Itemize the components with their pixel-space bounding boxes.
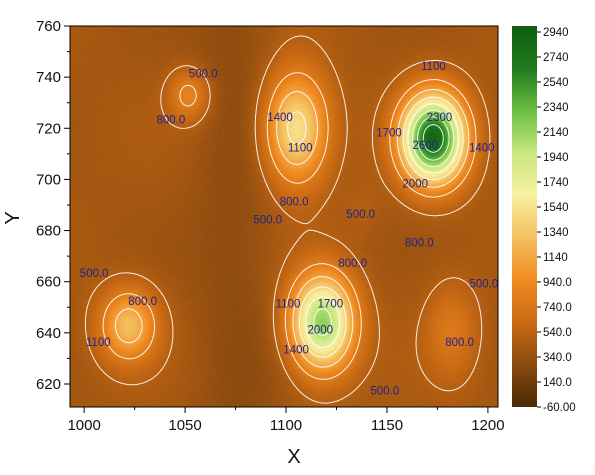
x-tick-label: 1100 bbox=[270, 417, 302, 434]
y-tick-label: 700 bbox=[36, 171, 61, 188]
x-axis: 1000 1050 1100 1150 1200 bbox=[67, 407, 505, 434]
contour-label: 1400 bbox=[267, 112, 293, 124]
contour-lines bbox=[84, 35, 491, 404]
contour-label: 1100 bbox=[86, 337, 111, 349]
contour-label: 1700 bbox=[318, 299, 344, 311]
contour-label: 500.0 bbox=[80, 268, 109, 280]
contour-labels: 500.0 800.0 1400 1100 800.0 500.0 500.0 800.0 11… bbox=[80, 61, 498, 398]
colorbar-tick-label: 140.0 bbox=[543, 377, 572, 389]
colorbar-tick-label: 1740 bbox=[543, 177, 569, 189]
x-tick-label: 1200 bbox=[471, 417, 504, 434]
colorbar-tick-label: 1540 bbox=[543, 202, 569, 214]
heatmap-image bbox=[70, 26, 498, 407]
contour-line-1100 bbox=[114, 89, 470, 368]
y-tick-label: 740 bbox=[36, 69, 61, 86]
x-tick-label: 1000 bbox=[67, 417, 100, 434]
colorbar-tick-label: 2140 bbox=[543, 127, 569, 139]
contour-label: 2600 bbox=[413, 140, 439, 152]
contour-line-1700 bbox=[305, 103, 459, 348]
contour-label: 800.0 bbox=[338, 258, 367, 270]
contour-label: 2000 bbox=[402, 179, 428, 191]
colorbar-ticks: 2940 2740 2540 2340 2140 1940 1740 1540 1340 1140… bbox=[537, 27, 576, 414]
contour-label: 800.0 bbox=[445, 337, 474, 349]
y-tick-label: 660 bbox=[36, 274, 61, 291]
y-tick-label: 620 bbox=[36, 376, 61, 393]
contour-label: 500.0 bbox=[470, 278, 499, 290]
contour-line-800 bbox=[102, 72, 477, 380]
contour-label: 1100 bbox=[288, 143, 313, 155]
contour-line-2300 bbox=[417, 116, 450, 161]
colorbar-tick-label: 2540 bbox=[543, 77, 569, 89]
contour-label: 500.0 bbox=[189, 69, 218, 81]
contour-label: 800.0 bbox=[157, 115, 186, 127]
contour-label: 500.0 bbox=[346, 209, 375, 221]
contour-label: 500.0 bbox=[253, 214, 282, 226]
colorbar-tick-label: 940.0 bbox=[543, 277, 572, 289]
colorbar: 2940 2740 2540 2340 2140 1940 1740 1540 1340 1140… bbox=[512, 26, 576, 414]
contour-label: 2000 bbox=[308, 324, 334, 336]
colorbar-tick-label: 540.0 bbox=[543, 327, 572, 339]
x-tick-label: 1150 bbox=[371, 417, 403, 434]
colorbar-tick-label: 2940 bbox=[543, 27, 569, 39]
contour-line-500 bbox=[84, 35, 491, 404]
y-axis: 620 640 660 680 700 720 740 760 bbox=[36, 18, 70, 393]
colorbar-scale bbox=[512, 26, 537, 407]
y-axis-title: Y bbox=[2, 211, 24, 224]
contour-line-1400 bbox=[287, 96, 464, 358]
y-tick-label: 640 bbox=[36, 325, 61, 342]
contour-label: 2300 bbox=[427, 112, 453, 124]
contour-label: 1700 bbox=[376, 127, 402, 139]
plot-frame bbox=[69, 25, 499, 408]
y-tick-label: 680 bbox=[36, 223, 61, 240]
contour-line-2600 bbox=[422, 124, 444, 153]
y-tick-label: 720 bbox=[36, 120, 61, 137]
colorbar-tick-label: 1340 bbox=[543, 227, 569, 239]
contour-label: 1400 bbox=[469, 143, 495, 155]
contour-label: 800.0 bbox=[405, 237, 434, 249]
contour-label: 1100 bbox=[421, 61, 446, 73]
colorbar-tick-label: 2740 bbox=[543, 52, 569, 64]
contour-label: 500.0 bbox=[371, 386, 400, 398]
plot-area: 500.0 800.0 1400 1100 800.0 500.0 500.0 800.0 11… bbox=[69, 25, 499, 408]
x-tick-label: 1050 bbox=[168, 417, 201, 434]
contour-label: 1100 bbox=[276, 299, 301, 311]
colorbar-tick-label: -60.00 bbox=[543, 402, 576, 414]
colorbar-tick-label: 1140 bbox=[543, 252, 568, 264]
x-axis-title: X bbox=[287, 446, 300, 468]
colorbar-tick-label: 2340 bbox=[543, 102, 569, 114]
colorbar-tick-label: 1940 bbox=[543, 152, 569, 164]
colorbar-tick-label: 340.0 bbox=[543, 352, 572, 364]
y-tick-label: 760 bbox=[36, 18, 61, 35]
contour-label: 800.0 bbox=[128, 296, 157, 308]
contour-label: 1400 bbox=[283, 345, 309, 357]
colorbar-tick-label: 740.0 bbox=[543, 302, 572, 314]
contour-line-2000 bbox=[313, 109, 455, 337]
contour-label: 800.0 bbox=[280, 196, 309, 208]
